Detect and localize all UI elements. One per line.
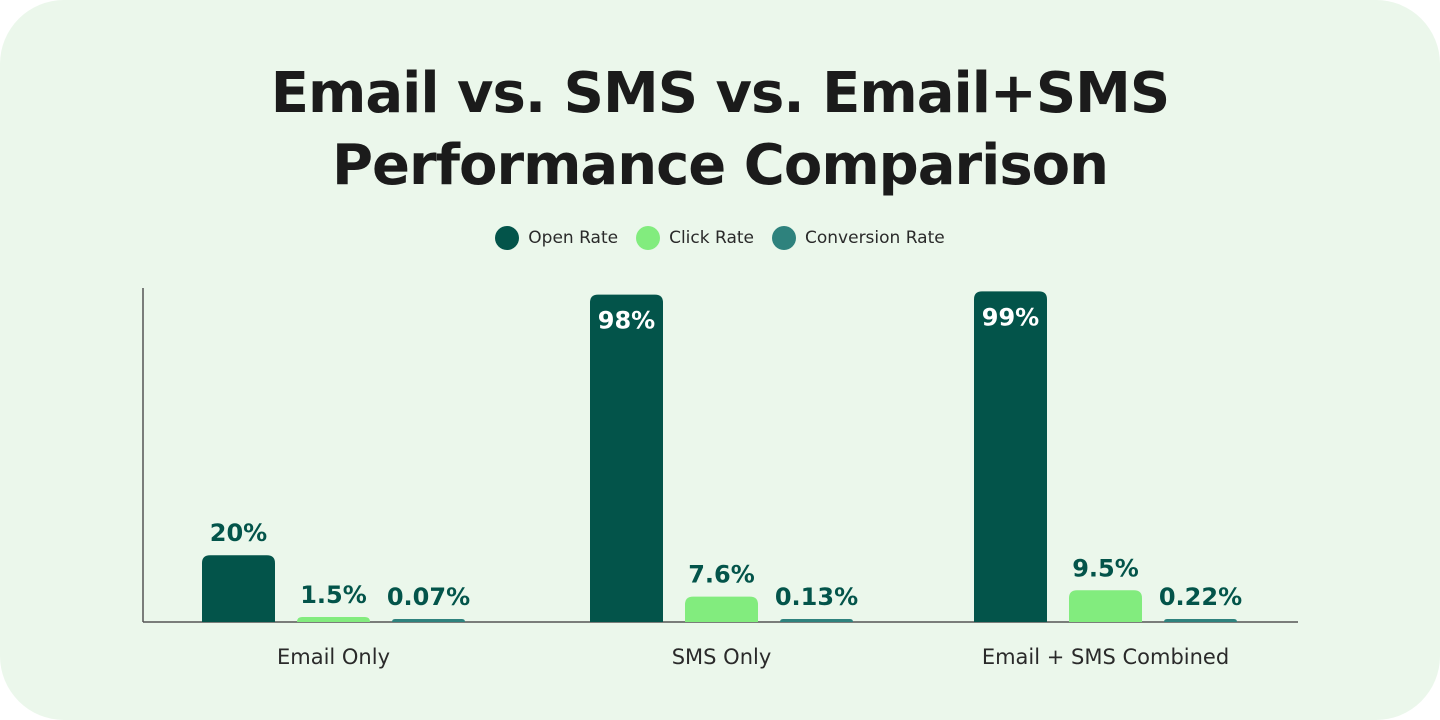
bar-conversion-rate — [780, 619, 853, 622]
data-label: 0.07% — [387, 583, 470, 611]
x-tick-label: SMS Only — [672, 645, 772, 669]
bar-open-rate — [974, 291, 1047, 622]
data-label: 99% — [982, 303, 1039, 331]
data-label: 9.5% — [1072, 554, 1139, 582]
chart-title-line-2: Performance Comparison — [331, 133, 1109, 198]
bar-open-rate — [202, 555, 275, 622]
legend-label: Click Rate — [669, 228, 754, 248]
x-tick-label: Email + SMS Combined — [982, 645, 1229, 669]
legend-item-open-rate: Open Rate — [495, 226, 618, 250]
x-tick-label: Email Only — [277, 645, 390, 669]
legend-label: Conversion Rate — [805, 228, 945, 248]
data-label: 7.6% — [688, 561, 755, 589]
data-label: 20% — [210, 519, 267, 547]
bar-open-rate — [590, 294, 663, 622]
chart-title-line-1: Email vs. SMS vs. Email+SMS — [270, 61, 1170, 126]
bar-click-rate — [297, 616, 370, 622]
bar-conversion-rate — [392, 619, 465, 622]
bar-click-rate — [685, 596, 758, 622]
legend-swatch — [495, 226, 520, 250]
bar-click-rate — [1069, 590, 1142, 622]
legend-label: Open Rate — [528, 228, 619, 248]
data-label: 1.5% — [300, 581, 367, 609]
legend-item-click-rate: Click Rate — [636, 226, 754, 250]
data-label: 0.22% — [1159, 583, 1242, 611]
data-label: 98% — [598, 307, 655, 335]
legend-swatch — [772, 226, 796, 250]
bar-conversion-rate — [1164, 619, 1237, 622]
legend-item-conversion-rate: Conversion Rate — [772, 226, 945, 250]
data-label: 0.13% — [775, 583, 858, 611]
legend: Open Rate Click Rate Conversion Rate — [0, 226, 1440, 250]
legend-swatch — [636, 226, 661, 250]
